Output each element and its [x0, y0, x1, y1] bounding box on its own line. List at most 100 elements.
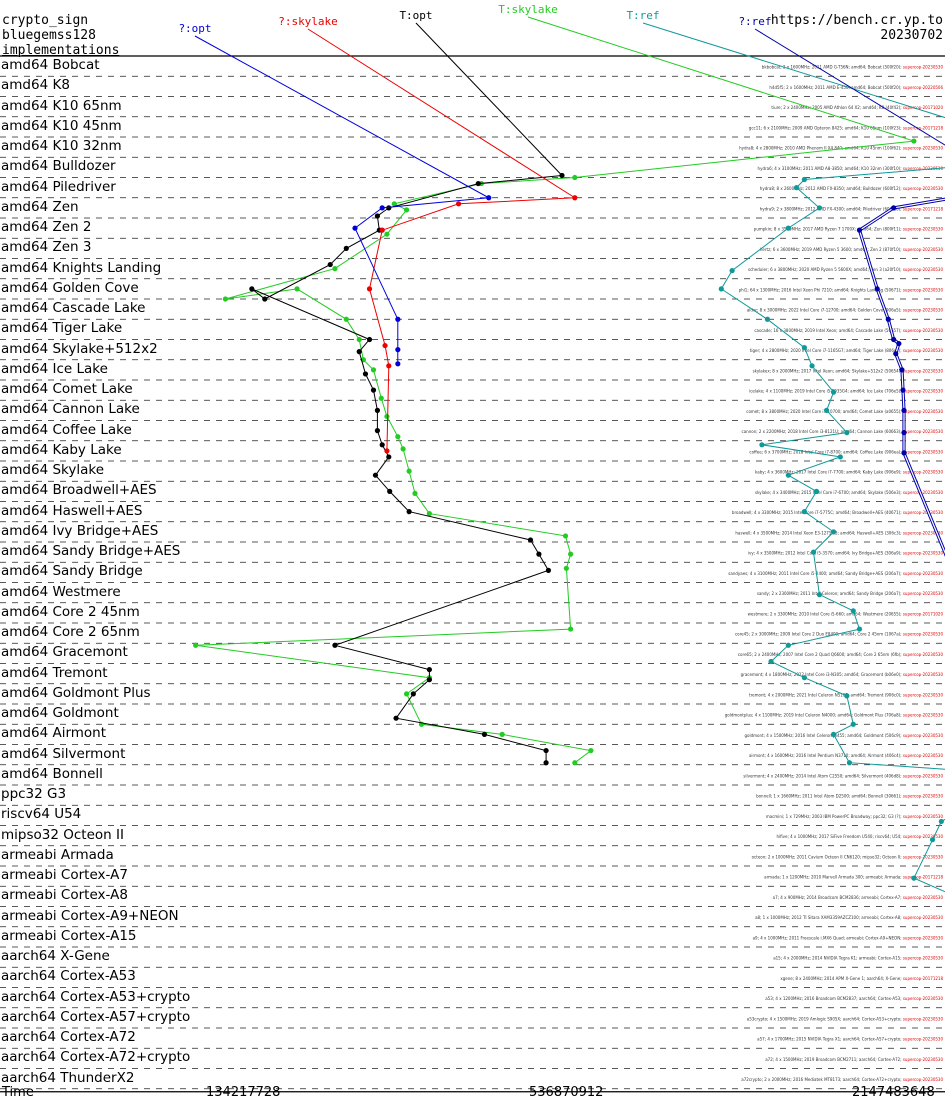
data-point-opt: [395, 316, 401, 322]
supercop-version: supercop-20230530: [903, 652, 944, 657]
data-point-opt: [395, 347, 401, 353]
data-point-T_skylake: [572, 760, 578, 766]
supercop-version: supercop-20230530: [903, 733, 944, 738]
data-point-skylake: [572, 195, 578, 201]
data-point-T_opt: [410, 691, 416, 697]
supercop-version: supercop-20230530: [903, 1016, 944, 1021]
machine-annotation: a57; 4 x 1700MHz; 2015 NVIDIA Tegra X1; …: [757, 1037, 943, 1042]
data-point-ref: [893, 351, 899, 357]
data-point-T_skylake: [343, 316, 349, 322]
legend-leader-T_skylake: [527, 16, 915, 142]
data-point-T_opt: [332, 642, 338, 648]
category-label: amd64 Sandy Bridge: [1, 563, 143, 580]
machine-annotation: core65; 2 x 2400MHz; 2007 Intel Core 2 Q…: [738, 652, 944, 657]
data-point-opt: [352, 225, 358, 231]
machine-info: pumpkin; 8 x 3500MHz; 2017 AMD Ryzen 7 1…: [754, 227, 903, 232]
supercop-version: supercop-20230530: [903, 1077, 944, 1082]
machine-annotation: cascade; 16 x 3800MHz; 2019 Intel Xeon; …: [754, 328, 943, 333]
supercop-version: supercop-20220506: [903, 85, 944, 90]
category-label: ppc32 G3: [1, 786, 67, 802]
machine-annotation: bonnell; 1 x 1660MHz; 2011 Intel Atom D2…: [756, 794, 943, 799]
data-point-T_ref: [837, 454, 843, 460]
machine-annotation: alder; 8 x 3000MHz; 2022 Intel Core i7-1…: [747, 308, 944, 313]
supercop-version: supercop-20230530: [903, 65, 944, 70]
data-point-ref: [856, 227, 863, 233]
machine-annotation: hifive; 4 x 1000MHz; 2017 SiFive Freedom…: [777, 834, 944, 839]
machine-annotation: coffee; 6 x 3700MHz; 2018 Intel Core i7-…: [749, 449, 943, 454]
data-point-T_ref: [718, 286, 724, 292]
category-label: amd64 K10 65nm: [1, 97, 122, 114]
legend-label-T_opt: T:opt: [399, 9, 433, 22]
machine-annotation: goldmont; 4 x 1500MHz; 2016 Intel Celero…: [744, 733, 943, 738]
machine-annotation: silvermont; 4 x 2400MHz; 2014 Intel Atom…: [743, 773, 943, 778]
machine-info: armada; 1 x 1200MHz; 2010 Marvell Armada…: [764, 875, 903, 880]
data-point-ref: [901, 430, 907, 436]
supercop-version: supercop-20230530: [903, 267, 944, 272]
data-point-ref: [891, 336, 897, 343]
legend-leader-opt: [194, 35, 489, 199]
site-url[interactable]: https://bench.cr.yp.to: [770, 13, 943, 28]
machine-annotation: comet; 8 x 3800MHz; 2020 Intel Core i7-1…: [746, 409, 943, 414]
supercop-version: supercop-20230530: [903, 287, 944, 292]
category-label: amd64 Piledriver: [1, 178, 116, 195]
data-point-T_skylake: [588, 747, 594, 754]
machine-info: tremont; 4 x 2000MHz; 2021 Intel Celeron…: [749, 692, 903, 697]
data-point-T_skylake: [562, 533, 569, 539]
section-label: implementations: [2, 43, 120, 58]
machine-annotation: sandyaes; 4 x 3100MHz; 2011 Intel Core i…: [728, 571, 943, 576]
category-label: amd64 Zen 3: [1, 239, 92, 256]
machine-info: skylake; 4 x 3400MHz; 2015 Intel Core i7…: [755, 490, 903, 495]
data-point-T_opt: [379, 442, 385, 448]
data-point-skylake: [366, 286, 373, 292]
category-label: amd64 Silvermont: [1, 745, 126, 762]
machine-annotation: a7; 4 x 900MHz; 2014 Broadcom BCM2836; a…: [773, 895, 944, 900]
machine-info: phi1; 64 x 1300MHz; 2016 Intel Xeon Phi …: [739, 287, 903, 292]
data-point-T_ref: [801, 176, 807, 183]
machine-info: broadwell; 4 x 3300MHz; 2015 Intel Core …: [732, 510, 903, 515]
supercop-version: supercop-20230530: [903, 449, 944, 454]
machine-info: cascade; 16 x 3800MHz; 2019 Intel Xeon; …: [754, 328, 902, 333]
machine-info: core45; 2 x 3000MHz; 2009 Intel Core 2 D…: [735, 632, 903, 637]
supercop-version: supercop-20171218: [903, 976, 944, 981]
data-point-T_opt: [543, 760, 549, 766]
machine-annotation: phi1; 64 x 1300MHz; 2016 Intel Xeon Phi …: [739, 287, 944, 292]
machine-info: a7; 4 x 900MHz; 2014 Broadcom BCM2836; a…: [773, 895, 903, 900]
machine-annotation: icelake; 4 x 1100MHz; 2019 Intel Core i5…: [749, 389, 943, 394]
machine-info: silvermont; 4 x 2400MHz; 2014 Intel Atom…: [743, 773, 903, 778]
supercop-version: supercop-20171218: [903, 206, 944, 211]
data-point-T_opt: [262, 296, 268, 302]
data-point-T_opt: [374, 213, 381, 219]
machine-annotation: a9; 4 x 1000MHz; 2011 Freescale i.MX6 Qu…: [753, 935, 944, 940]
machine-annotation: tiger; 4 x 2800MHz; 2020 Intel Core i7-1…: [750, 348, 944, 353]
machine-info: bonnell; 1 x 1660MHz; 2011 Intel Atom D2…: [756, 794, 903, 799]
data-point-T_opt: [559, 172, 565, 179]
data-point-T_ref: [830, 529, 837, 535]
data-point-T_skylake: [403, 207, 410, 213]
primitive-name: crypto_sign: [2, 13, 89, 28]
machine-annotation: tiure; 2 x 2400MHz; 2005 AMD Athlon 64 X…: [771, 105, 943, 110]
supercop-version: supercop-20230530: [903, 530, 944, 535]
data-point-T_skylake: [572, 174, 578, 181]
data-point-T_ref: [764, 316, 771, 322]
supercop-version: supercop-20230530: [903, 1037, 944, 1042]
supercop-version: supercop-20230530: [903, 773, 944, 778]
machine-info: tiure; 2 x 2400MHz; 2005 AMD Athlon 64 X…: [771, 105, 902, 110]
machine-info: a72; 4 x 1500MHz; 2019 Broadcom BCM2711;…: [765, 1057, 903, 1062]
machine-info: a57; 4 x 1700MHz; 2015 NVIDIA Tegra X1; …: [757, 1037, 903, 1042]
data-point-skylake: [379, 227, 385, 233]
supercop-version: supercop-20230530: [903, 935, 944, 940]
data-point-T_opt: [393, 715, 399, 721]
legend-leader-T_ref: [642, 22, 945, 119]
data-point-T_ref: [846, 760, 853, 766]
machine-annotation: kaby; 4 x 3600MHz; 2017 Intel Core i7-77…: [755, 470, 943, 475]
machine-info: scheduler; 6 x 3800MHz; 2020 AMD Ryzen 5…: [748, 267, 903, 272]
category-label: aarch64 Cortex-A53+crypto: [1, 988, 191, 1005]
machine-annotation: goldmontplus; 4 x 1100MHz; 2019 Intel Ce…: [725, 713, 944, 718]
machine-annotation: octeon; 2 x 1000MHz; 2011 Cavium Octeon …: [752, 854, 944, 859]
category-label: amd64 Comet Lake: [1, 381, 133, 397]
machine-info: octeon; 2 x 1000MHz; 2011 Cavium Octeon …: [752, 854, 903, 859]
series-line-opt: [354, 197, 489, 364]
category-label: amd64 K8: [1, 77, 70, 94]
supercop-version: supercop-20230530: [903, 166, 944, 171]
machine-annotation: airmont; 4 x 1600MHz; 2016 Intel Pentium…: [749, 753, 944, 758]
